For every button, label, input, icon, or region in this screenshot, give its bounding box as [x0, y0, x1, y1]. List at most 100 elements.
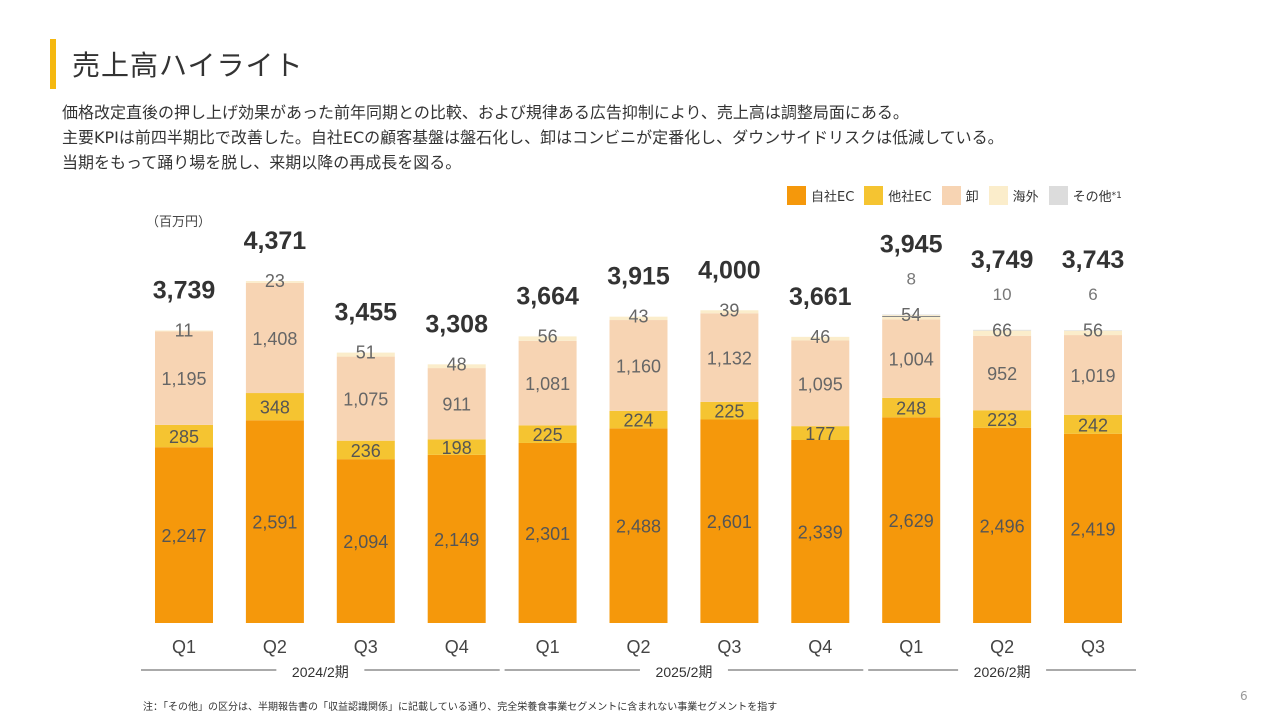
group-label: 2025/2期 — [656, 664, 713, 680]
segment-label: 223 — [987, 410, 1017, 430]
bar-segment — [155, 424, 213, 448]
bar-segment — [245, 281, 304, 283]
legend-label: 海外 — [1012, 190, 1039, 205]
segment-label: 2,488 — [616, 517, 661, 537]
total-label: 3,661 — [789, 283, 852, 311]
title-accent-bar — [50, 39, 56, 89]
bar-segment — [1064, 330, 1122, 336]
legend-label: 他社EC — [888, 190, 932, 205]
bar-segment — [336, 356, 395, 441]
total-label: 3,945 — [880, 230, 943, 258]
segment-label: 1,075 — [343, 390, 388, 410]
bar-segment — [882, 314, 941, 316]
legend-swatch — [787, 186, 806, 205]
bar-segment — [1064, 335, 1122, 415]
segment-label: 177 — [805, 424, 835, 444]
x-tick-label: Q4 — [808, 637, 832, 657]
legend-item-overseas: 海外 — [988, 186, 1039, 205]
x-tick-label: Q3 — [1081, 637, 1105, 657]
page-number: 6 — [1240, 689, 1248, 703]
legend-swatch — [864, 186, 884, 205]
bar-segment — [155, 447, 213, 623]
bar-segment — [336, 459, 395, 623]
total-label: 3,743 — [1062, 246, 1125, 274]
segment-label: 224 — [623, 411, 653, 431]
segment-label: 56 — [1083, 321, 1103, 341]
bar-segment — [882, 417, 941, 623]
segment-label: 1,408 — [252, 329, 297, 349]
segment-label: 23 — [265, 271, 285, 291]
bar-segment — [882, 315, 941, 320]
bar-segment — [427, 364, 486, 369]
x-tick-label: Q2 — [263, 637, 287, 657]
bar-segment — [973, 335, 1032, 411]
segment-label: 2,591 — [252, 513, 297, 533]
legend-swatch — [988, 186, 1008, 205]
description-line: 価格改定直後の押し上げ効果があった前年同期との比較、および規律ある広告抑制により… — [62, 103, 909, 122]
group-label: 2026/2期 — [974, 664, 1031, 680]
legend-item-wholesale: 卸 — [941, 186, 979, 205]
bar-segment — [791, 439, 850, 623]
segment-label: 43 — [628, 307, 648, 327]
x-tick-label: Q2 — [626, 637, 650, 657]
bar-segment — [518, 336, 577, 341]
segment-label: 348 — [260, 398, 290, 418]
x-tick-label: Q4 — [445, 637, 469, 657]
segment-label: 2,339 — [798, 522, 843, 542]
description-line: 当期をもって踊り場を脱し、来期以降の再成長を図る。 — [62, 153, 462, 172]
x-tick-label: Q1 — [172, 637, 196, 657]
page-title: 売上高ハイライト — [72, 49, 304, 82]
legend-label: その他 — [1072, 190, 1112, 205]
segment-label: 8 — [906, 269, 915, 288]
bar-segment — [1064, 433, 1122, 623]
bar-segment — [518, 442, 577, 623]
bar-segment — [518, 425, 577, 443]
bar-segment — [973, 330, 1032, 336]
segment-label: 952 — [987, 364, 1017, 384]
segment-label: 54 — [901, 305, 921, 325]
total-label: 3,739 — [153, 277, 216, 305]
bar-segment — [518, 340, 577, 426]
segment-label: 51 — [356, 343, 376, 363]
segment-label: 56 — [538, 326, 558, 346]
bar-segment — [427, 368, 486, 440]
segment-label: 1,195 — [161, 369, 206, 389]
bar-segment — [700, 419, 759, 623]
segment-label: 10 — [993, 285, 1012, 304]
total-label: 3,749 — [971, 246, 1034, 274]
segment-label: 46 — [810, 327, 830, 347]
legend-label: 自社EC — [811, 190, 855, 205]
segment-label: 2,247 — [161, 526, 206, 546]
bar-segment — [1064, 330, 1122, 331]
description: 価格改定直後の押し上げ効果があった前年同期との比較、および規律ある広告抑制により… — [62, 100, 1222, 175]
bar-segment — [609, 320, 668, 411]
bar-segment — [155, 330, 213, 332]
segment-label: 236 — [351, 441, 381, 461]
bar-segment — [700, 310, 759, 314]
bar-segment — [427, 439, 486, 455]
bar-segment — [791, 340, 850, 427]
segment-label: 1,004 — [889, 350, 934, 370]
bar-segment — [336, 352, 395, 357]
bar-segment — [1064, 414, 1122, 434]
bar-segment — [245, 282, 304, 394]
bar-segment — [155, 331, 213, 425]
segment-label: 285 — [169, 427, 199, 447]
segment-label: 911 — [442, 395, 471, 415]
legend-label: 卸 — [965, 190, 979, 205]
bar-segment — [245, 393, 304, 421]
segment-label: 242 — [1078, 415, 1108, 435]
description-line: 主要KPIは前四半期比で改善した。自社ECの顧客基盤は盤石化し、卸はコンビニが定… — [62, 128, 1004, 147]
total-label: 3,455 — [335, 299, 398, 327]
bar-segment — [336, 440, 395, 460]
segment-label: 225 — [533, 425, 563, 445]
segment-label: 2,301 — [525, 524, 570, 544]
segment-label: 6 — [1088, 285, 1097, 304]
segment-label: 1,132 — [707, 349, 752, 369]
group-label: 2024/2期 — [292, 664, 349, 680]
chart-legend: 自社EC 他社EC 卸 海外 その他 *1 — [787, 186, 1132, 205]
segment-label: 2,629 — [889, 511, 934, 531]
segment-label: 39 — [719, 300, 739, 320]
legend-item-other: その他 *1 — [1048, 186, 1122, 205]
